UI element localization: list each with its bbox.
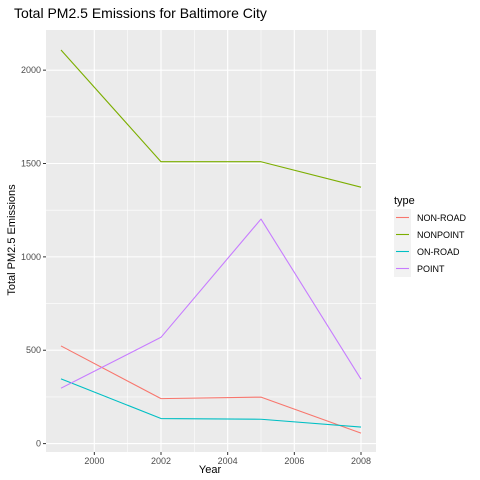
series-line-nonpoint [60, 49, 362, 188]
y-tick-label: 0 [36, 439, 41, 449]
y-tick-label: 1000 [21, 252, 41, 262]
y-tick-label: 2000 [21, 65, 41, 75]
series-line-non-road [60, 345, 362, 434]
legend-label: NON-ROAD [417, 213, 466, 223]
series-line-point [60, 218, 362, 389]
x-tick-label: 2000 [84, 456, 104, 466]
series-line-on-road [60, 378, 362, 428]
x-tick-label: 2006 [284, 456, 304, 466]
legend-label: NONPOINT [417, 230, 465, 240]
legend-label: POINT [417, 264, 445, 274]
panel-background [46, 30, 376, 452]
y-axis-label: Total PM2.5 Emissions [6, 184, 18, 296]
y-tick-label: 500 [26, 345, 41, 355]
plot-panel [46, 30, 376, 452]
x-tick-label: 2002 [151, 456, 171, 466]
legend-title: type [394, 195, 415, 207]
chart-title: Total PM2.5 Emissions for Baltimore City [14, 5, 267, 21]
legend: type NON-ROAD NONPOINT ON-ROAD POINT [394, 195, 466, 277]
x-tick-label: 2008 [351, 456, 371, 466]
y-tick-label: 1500 [21, 159, 41, 169]
x-tick-label: 2004 [218, 456, 238, 466]
legend-label: ON-ROAD [417, 247, 460, 257]
x-axis-label: Year [199, 464, 222, 476]
